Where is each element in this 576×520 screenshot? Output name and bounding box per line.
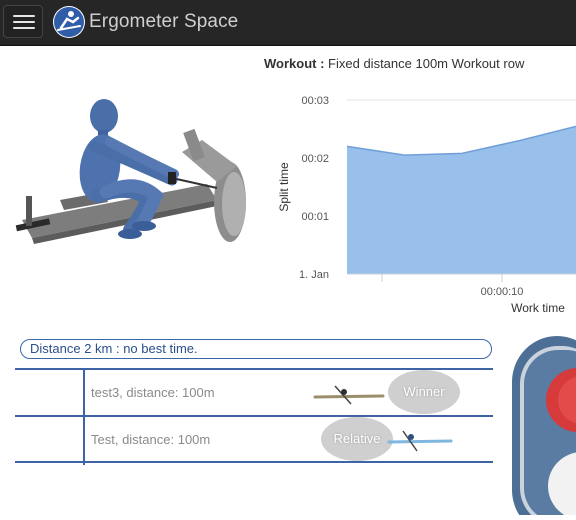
y-tick-label: 00:01	[301, 211, 329, 223]
chart-title: Workout : Fixed distance 100m Workout ro…	[264, 56, 524, 71]
x-axis-label: Work time	[511, 301, 565, 315]
series-line	[346, 125, 576, 156]
x-tick-label: 00:00:10	[481, 286, 524, 298]
y-tick-label: 00:02	[301, 153, 329, 165]
race-table: test3, distance: 100m Winner Test, dista…	[15, 368, 493, 465]
rowing-boat-icon	[387, 430, 453, 452]
y-tick-label: 1. Jan	[299, 269, 329, 281]
race-row-label: Test, distance: 100m	[91, 432, 211, 447]
winner-badge: Winner	[388, 370, 460, 414]
ergometer-device-illustration	[512, 336, 576, 520]
rower-logo-icon[interactable]	[53, 6, 85, 38]
y-tick-label: 00:03	[301, 95, 329, 107]
split-time-chart: Workout : Fixed distance 100m Workout ro…	[262, 50, 576, 322]
chart-plot-area: 1. Jan 00:01 00:02 00:03 00:00:10 Work time Sp…	[277, 95, 576, 315]
hamburger-menu-icon[interactable]	[3, 5, 43, 38]
hamburger-bar	[13, 27, 35, 29]
hamburger-bar	[13, 15, 35, 17]
hamburger-bar	[13, 21, 35, 23]
distance-best-time-label: Distance 2 km : no best time.	[20, 339, 492, 359]
workout-label: Workout :	[264, 56, 325, 71]
race-row-label: test3, distance: 100m	[91, 385, 215, 400]
navbar: Ergometer Space	[0, 0, 576, 46]
y-axis-label: Split time	[277, 162, 291, 212]
race-column-divider	[83, 368, 85, 465]
workout-title: Fixed distance 100m Workout row	[328, 56, 525, 71]
race-row-winner: test3, distance: 100m Winner	[15, 368, 493, 416]
race-row-relative: Test, distance: 100m Relative	[15, 415, 493, 463]
rowing-boat-icon	[313, 385, 385, 405]
rowing-machine-illustration	[12, 92, 247, 292]
series-area	[347, 126, 576, 274]
brand-title[interactable]: Ergometer Space	[89, 11, 239, 32]
relative-badge: Relative	[321, 417, 393, 461]
